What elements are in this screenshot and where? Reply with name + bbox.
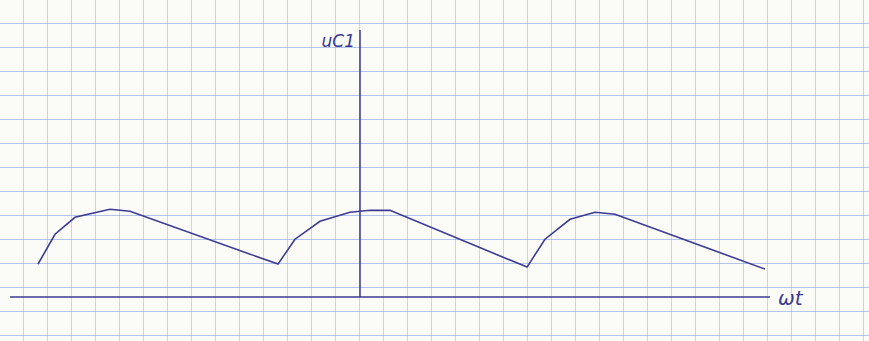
- svg-text:ωt: ωt: [778, 286, 804, 310]
- svg-text:uC1: uC1: [322, 31, 355, 51]
